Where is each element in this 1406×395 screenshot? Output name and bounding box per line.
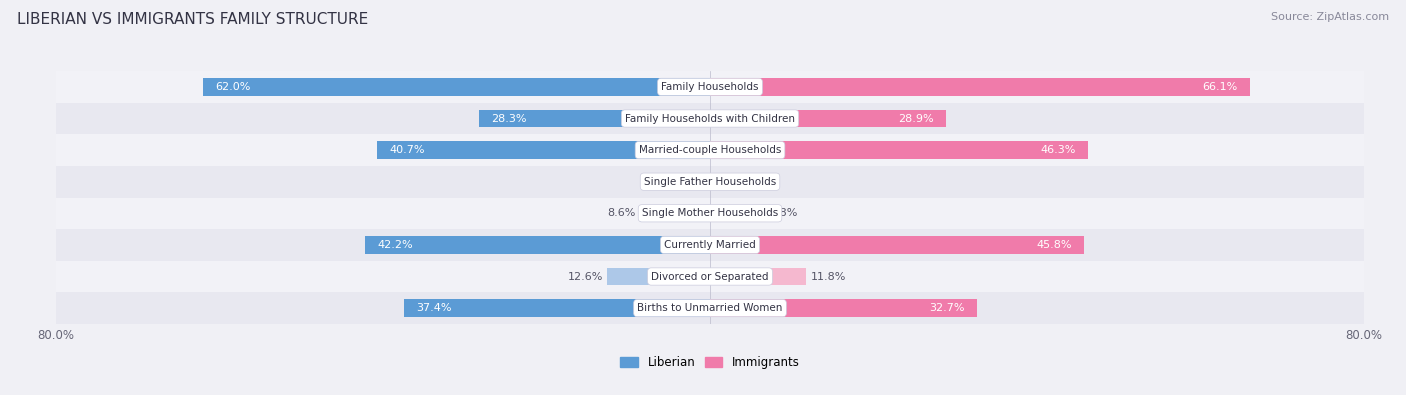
Legend: Liberian, Immigrants: Liberian, Immigrants [616, 351, 804, 374]
Bar [56, 134, 1364, 166]
Text: Source: ZipAtlas.com: Source: ZipAtlas.com [1271, 12, 1389, 22]
Text: 11.8%: 11.8% [810, 271, 846, 282]
Text: 45.8%: 45.8% [1036, 240, 1071, 250]
Bar [366, 236, 710, 254]
Text: 12.6%: 12.6% [568, 271, 603, 282]
Bar [56, 229, 1364, 261]
Bar [710, 110, 946, 127]
Bar [710, 268, 807, 285]
Text: 8.6%: 8.6% [607, 208, 636, 218]
Text: 28.9%: 28.9% [898, 113, 934, 124]
Bar [377, 141, 710, 159]
Text: 40.7%: 40.7% [389, 145, 425, 155]
Text: 46.3%: 46.3% [1040, 145, 1076, 155]
Bar [710, 173, 731, 190]
Bar [56, 261, 1364, 292]
Text: Single Father Households: Single Father Households [644, 177, 776, 187]
Text: 37.4%: 37.4% [416, 303, 453, 313]
Text: 6.8%: 6.8% [769, 208, 799, 218]
Bar [710, 299, 977, 317]
Text: 2.5%: 2.5% [657, 177, 686, 187]
Bar [204, 78, 710, 96]
Bar [710, 236, 1084, 254]
Bar [710, 141, 1088, 159]
Text: 2.5%: 2.5% [734, 177, 763, 187]
Text: Single Mother Households: Single Mother Households [643, 208, 778, 218]
Text: 32.7%: 32.7% [929, 303, 965, 313]
Bar [607, 268, 710, 285]
Text: LIBERIAN VS IMMIGRANTS FAMILY STRUCTURE: LIBERIAN VS IMMIGRANTS FAMILY STRUCTURE [17, 12, 368, 27]
Bar [710, 78, 1250, 96]
Text: Married-couple Households: Married-couple Households [638, 145, 782, 155]
Text: Currently Married: Currently Married [664, 240, 756, 250]
Text: Births to Unmarried Women: Births to Unmarried Women [637, 303, 783, 313]
Bar [710, 205, 766, 222]
Bar [56, 292, 1364, 324]
Text: 66.1%: 66.1% [1202, 82, 1237, 92]
Text: 28.3%: 28.3% [491, 113, 526, 124]
Bar [640, 205, 710, 222]
Bar [56, 198, 1364, 229]
Bar [689, 173, 710, 190]
Bar [479, 110, 710, 127]
Bar [56, 103, 1364, 134]
Bar [405, 299, 710, 317]
Bar [56, 166, 1364, 198]
Text: Family Households: Family Households [661, 82, 759, 92]
Text: Family Households with Children: Family Households with Children [626, 113, 794, 124]
Text: 62.0%: 62.0% [215, 82, 252, 92]
Text: Divorced or Separated: Divorced or Separated [651, 271, 769, 282]
Text: 42.2%: 42.2% [377, 240, 413, 250]
Bar [56, 71, 1364, 103]
